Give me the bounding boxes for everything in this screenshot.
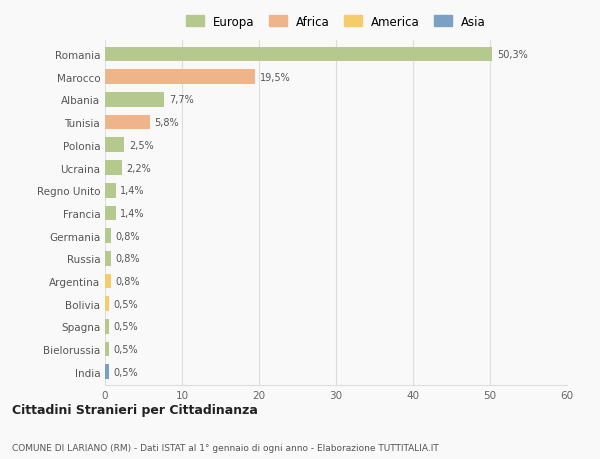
Bar <box>105 297 109 311</box>
Text: 0,8%: 0,8% <box>116 276 140 286</box>
Text: 0,5%: 0,5% <box>113 367 138 377</box>
Bar <box>105 229 111 243</box>
Bar <box>105 252 111 266</box>
Bar <box>105 70 255 85</box>
Text: 0,8%: 0,8% <box>116 254 140 264</box>
Bar <box>105 184 116 198</box>
Bar <box>105 93 164 107</box>
Text: 0,5%: 0,5% <box>113 322 138 332</box>
Text: 5,8%: 5,8% <box>154 118 179 128</box>
Bar <box>105 206 116 221</box>
Text: 1,4%: 1,4% <box>121 208 145 218</box>
Text: 2,5%: 2,5% <box>129 140 154 151</box>
Bar <box>105 116 149 130</box>
Text: 19,5%: 19,5% <box>260 73 290 83</box>
Text: 50,3%: 50,3% <box>497 50 527 60</box>
Text: Cittadini Stranieri per Cittadinanza: Cittadini Stranieri per Cittadinanza <box>12 403 258 416</box>
Text: 0,5%: 0,5% <box>113 299 138 309</box>
Text: 0,8%: 0,8% <box>116 231 140 241</box>
Bar <box>105 138 124 153</box>
Text: 7,7%: 7,7% <box>169 95 194 105</box>
Bar <box>105 48 493 62</box>
Text: 1,4%: 1,4% <box>121 186 145 196</box>
Bar <box>105 342 109 357</box>
Bar <box>105 364 109 379</box>
Bar <box>105 274 111 289</box>
Text: 0,5%: 0,5% <box>113 344 138 354</box>
Bar <box>105 161 122 175</box>
Text: COMUNE DI LARIANO (RM) - Dati ISTAT al 1° gennaio di ogni anno - Elaborazione TU: COMUNE DI LARIANO (RM) - Dati ISTAT al 1… <box>12 443 439 452</box>
Bar <box>105 319 109 334</box>
Text: 2,2%: 2,2% <box>127 163 151 173</box>
Legend: Europa, Africa, America, Asia: Europa, Africa, America, Asia <box>186 16 486 28</box>
